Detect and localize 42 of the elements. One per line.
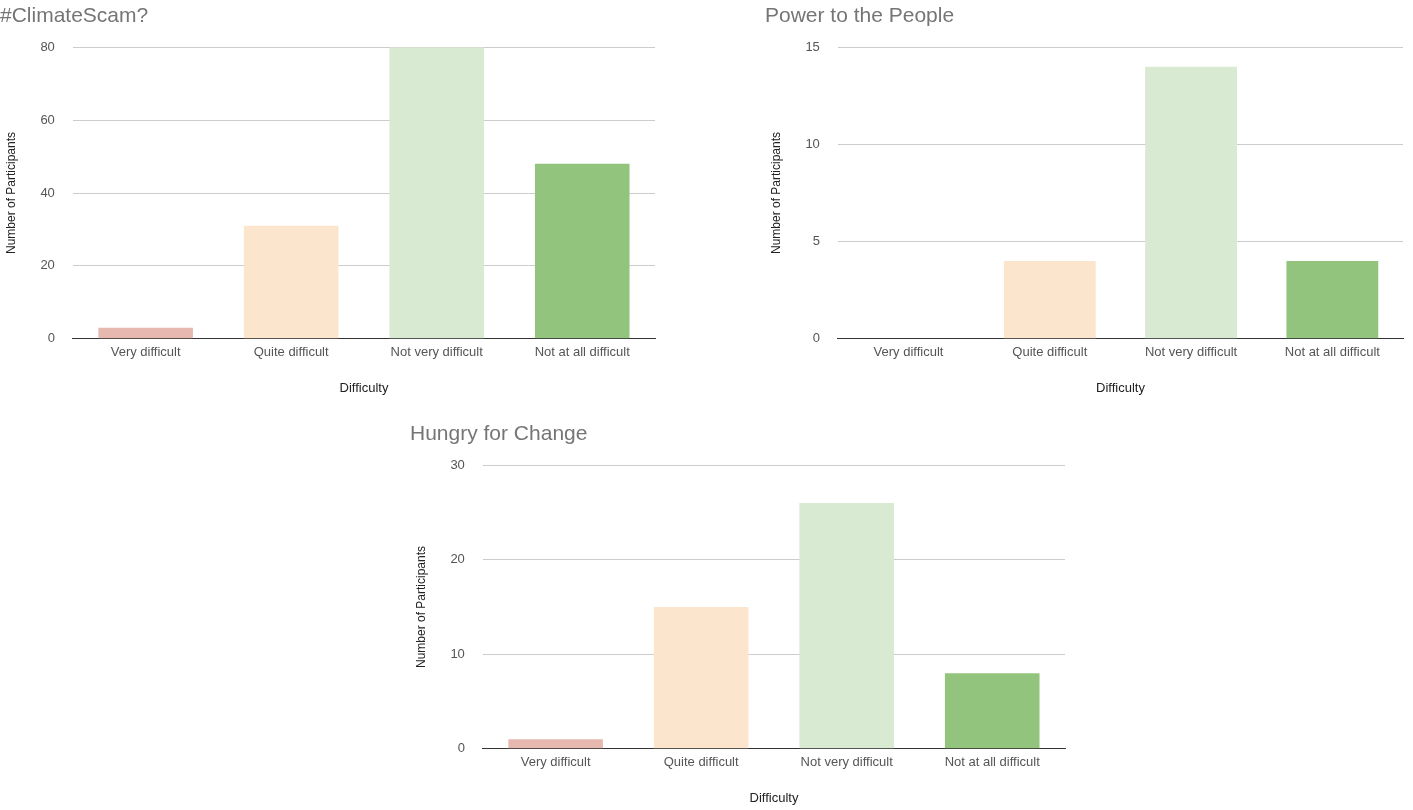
x-axis-title: Difficulty <box>749 789 799 805</box>
y-tick-label: 30 <box>450 456 465 472</box>
y-tick-label: 0 <box>457 740 465 756</box>
bar <box>534 163 630 339</box>
bar <box>508 739 603 749</box>
y-tick-label: 10 <box>805 135 820 151</box>
bar <box>243 225 339 339</box>
y-tick-label: 40 <box>40 184 55 200</box>
x-tick-label: Not very difficult <box>390 344 484 360</box>
y-tick-label: 20 <box>450 551 465 567</box>
x-tick-label: Not very difficult <box>800 754 894 770</box>
bar <box>98 327 193 339</box>
x-axis-title: Difficulty <box>1095 379 1146 395</box>
y-tick-label: 10 <box>450 645 465 661</box>
x-tick-label: Very difficult <box>110 344 181 360</box>
x-tick-label: Very difficult <box>520 754 591 770</box>
y-tick-label: 60 <box>40 111 55 127</box>
y-tick-label: 0 <box>47 330 55 346</box>
chart-title: Hungry for Change <box>410 421 588 445</box>
x-tick-label: Not at all difficult <box>534 344 631 360</box>
x-tick-label: Not at all difficult <box>1284 344 1381 360</box>
y-tick-label: 20 <box>40 257 55 273</box>
bar <box>389 47 484 339</box>
x-tick-label: Not very difficult <box>1144 344 1238 360</box>
chart-title: #ClimateScam? <box>0 3 149 27</box>
x-axis-title: Difficulty <box>339 379 389 395</box>
y-tick-label: 0 <box>812 330 820 346</box>
y-tick-label: 80 <box>40 38 55 54</box>
x-tick-label: Quite difficult <box>1012 344 1088 360</box>
x-tick-label: Not at all difficult <box>944 754 1041 770</box>
y-axis-title: Number of Participants <box>768 131 783 255</box>
bar <box>653 607 749 749</box>
y-axis-title: Number of Participants <box>3 131 18 255</box>
x-tick-label: Quite difficult <box>253 344 329 360</box>
chart-title: Power to the People <box>765 3 955 27</box>
y-tick-label: 15 <box>805 38 820 54</box>
bar <box>944 673 1040 749</box>
bar <box>799 503 894 749</box>
y-tick-label: 5 <box>812 233 820 249</box>
y-axis-title: Number of Participants <box>413 545 428 669</box>
x-tick-label: Very difficult <box>873 344 944 360</box>
x-tick-label: Quite difficult <box>663 754 739 770</box>
